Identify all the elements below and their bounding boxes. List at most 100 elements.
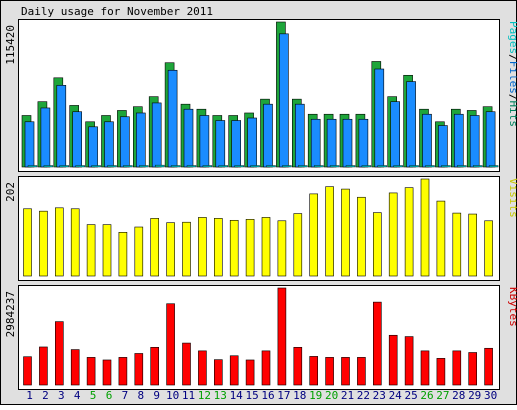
visits-bar [484, 220, 493, 277]
x-tick-label: 8 [137, 389, 144, 402]
pages-bar [107, 165, 117, 168]
kbytes-bar [182, 342, 191, 386]
files-bar [215, 120, 226, 168]
visits-bar [293, 213, 303, 277]
visits-bar [245, 219, 255, 277]
legend-1: Pages/Files/Hits [507, 21, 517, 127]
kbytes-bar [23, 356, 32, 386]
visits-bar [54, 207, 64, 277]
x-tick-label: 23 [373, 389, 386, 402]
pages-bar [361, 165, 372, 168]
x-tick-label: 5 [90, 389, 97, 402]
pages-bar [488, 165, 499, 168]
x-tick-label: 22 [357, 389, 370, 402]
kbytes-bar [404, 336, 414, 386]
pages-bar [314, 165, 324, 168]
x-tick-label: 18 [293, 389, 306, 402]
visits-bar [229, 219, 239, 277]
files-bar [199, 115, 210, 168]
chart-texts: Daily usage for November 2011 115420 Page… [4, 5, 517, 337]
x-tick-label: 27 [436, 389, 449, 402]
x-tick-label: 13 [214, 389, 227, 402]
pages-bar [218, 165, 229, 168]
visits-bar [102, 224, 112, 277]
kbytes-bar [468, 352, 478, 386]
files-bar [453, 113, 464, 168]
files-bar [326, 118, 337, 168]
pages-bar [377, 165, 387, 168]
kbytes-bar [150, 346, 159, 386]
chart-title: Daily usage for November 2011 [21, 5, 213, 18]
pages-bar [234, 165, 244, 168]
kbytes-bar [118, 357, 128, 386]
files-bar [469, 115, 480, 168]
chart-bars [21, 21, 499, 386]
x-tick-label: 12 [198, 389, 211, 402]
pages-bar [186, 165, 197, 168]
files-bar [56, 85, 67, 168]
files-bar [358, 118, 369, 168]
visits-bar [436, 200, 446, 277]
x-tick-label: 20 [325, 389, 338, 402]
pages-bar [202, 165, 213, 168]
x-tick-label: 11 [182, 389, 195, 402]
x-tick-label: 3 [58, 389, 65, 402]
y-max-label-1: 115420 [4, 25, 17, 65]
visits-bar [150, 218, 159, 277]
y-max-label-3: 2984237 [4, 291, 17, 337]
x-tick-label: 24 [389, 389, 403, 402]
kbytes-bar [54, 321, 64, 386]
kbytes-bar [277, 287, 287, 386]
chart-panel-3 [18, 285, 500, 390]
files-bar [136, 112, 146, 168]
kbytes-bar [357, 357, 366, 386]
pages-bar [43, 165, 54, 168]
legend-entry-files: Files [507, 61, 517, 94]
x-tick-label: 1 [26, 389, 33, 402]
files-bar [167, 69, 178, 168]
visits-bar [86, 224, 96, 277]
visits-bar [420, 178, 430, 277]
visits-bar [39, 210, 48, 277]
x-tick-label: 9 [153, 389, 160, 402]
visits-bar [325, 186, 334, 277]
pages-bar [425, 165, 435, 168]
x-tick-label: 14 [230, 389, 244, 402]
pages-bar [473, 165, 483, 168]
files-bar [120, 116, 130, 168]
files-bar [104, 121, 114, 168]
visits-bar [134, 226, 144, 277]
kbytes-bar [214, 359, 223, 386]
visits-bar [198, 217, 207, 277]
x-tick-label: 15 [245, 389, 258, 402]
visits-bar [214, 218, 223, 277]
files-bar [183, 108, 194, 168]
kbytes-bar [341, 357, 350, 386]
x-tick-label: 16 [261, 389, 274, 402]
visits-bar [309, 193, 319, 277]
pages-bar [123, 165, 133, 168]
pages-bar [457, 165, 467, 168]
files-bar [390, 101, 401, 168]
x-tick-label: 25 [404, 389, 417, 402]
files-bar [310, 118, 321, 168]
x-tick-label: 4 [74, 389, 81, 402]
visits-bar [23, 208, 32, 277]
legend-separator: / [507, 94, 517, 101]
x-tick-label: 6 [106, 389, 113, 402]
legend-entry-visits: Visits [507, 178, 517, 218]
kbytes-bar [309, 356, 319, 386]
kbytes-bar [372, 301, 382, 386]
pages-bar [250, 165, 260, 168]
legend-entry-hits: Hits [507, 101, 517, 128]
kbytes-bar [198, 350, 207, 386]
visits-bar [118, 232, 128, 277]
files-bar [151, 102, 162, 168]
kbytes-bar [70, 349, 80, 386]
pages-bar [91, 165, 101, 168]
pages-bar [266, 165, 276, 168]
pages-bar [393, 165, 403, 168]
x-tick-label: 26 [420, 389, 433, 402]
kbytes-bar [293, 346, 303, 386]
